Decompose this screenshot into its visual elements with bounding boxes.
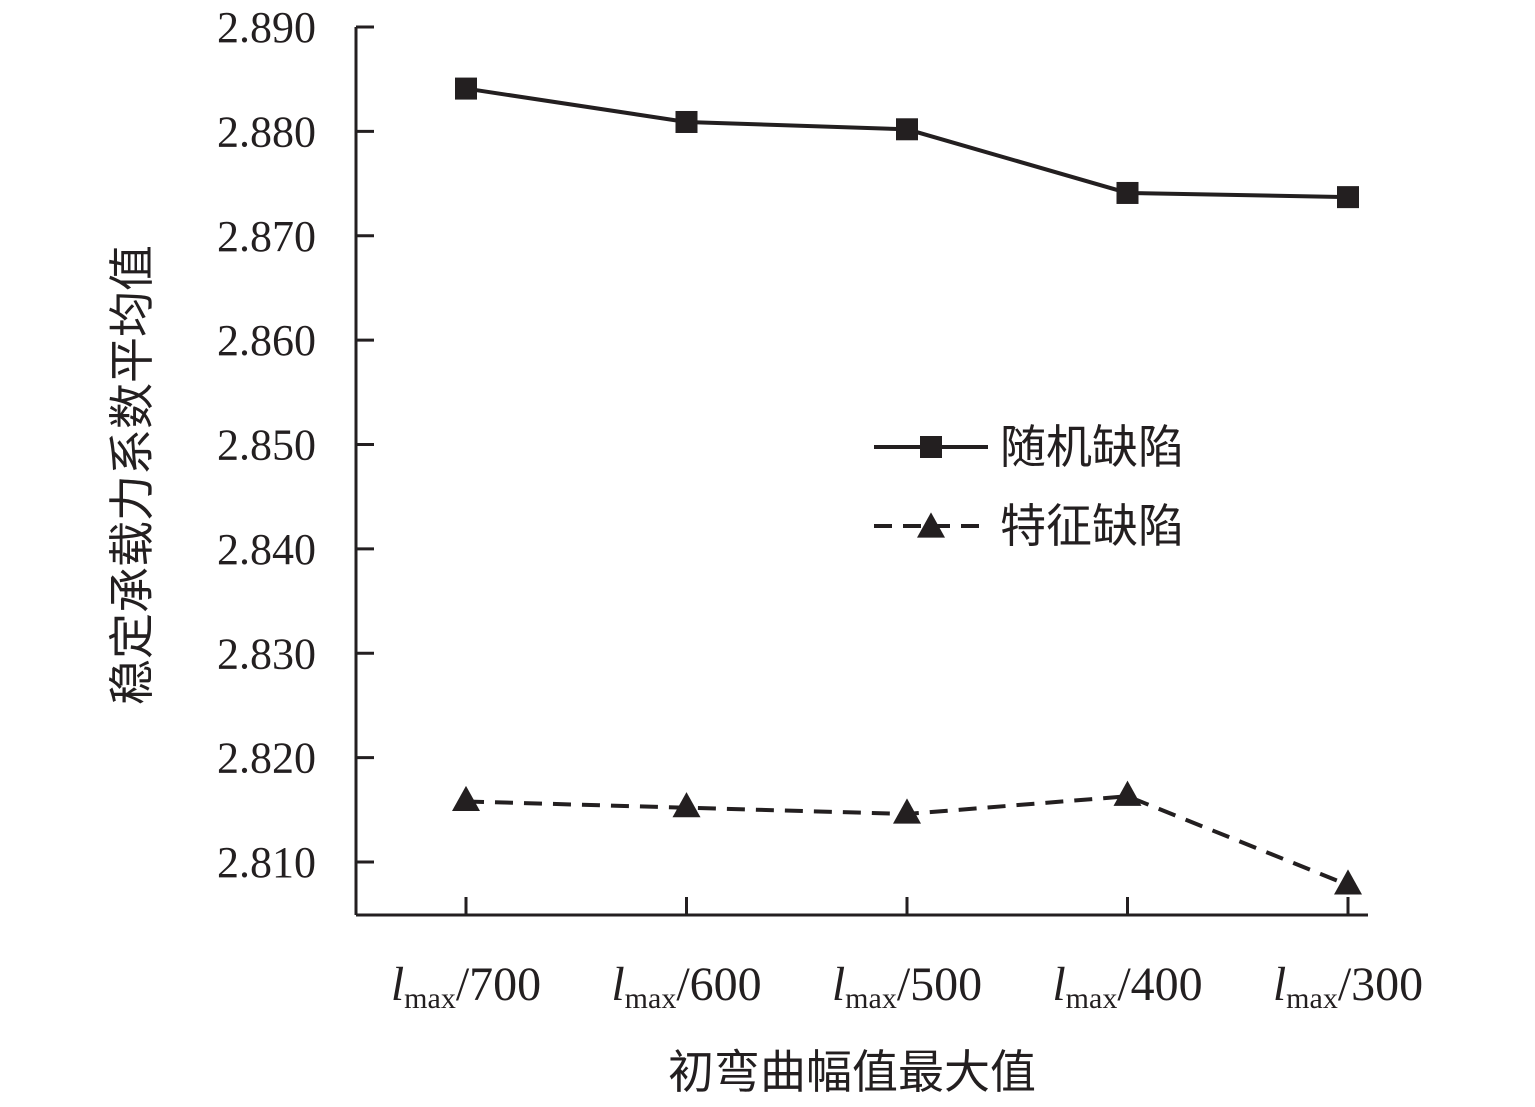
- x-tick-label-value: /500: [897, 958, 982, 1011]
- legend-item: 随机缺陷: [874, 422, 1184, 473]
- data-point-triangle: [452, 785, 480, 812]
- x-tick-label: lmax/300: [1273, 958, 1423, 1015]
- y-tick-label: 2.860: [217, 316, 316, 365]
- data-point-square: [1116, 181, 1139, 204]
- y-axis-title: 稳定承载力系数平均值: [107, 245, 158, 705]
- data-point-square: [896, 118, 918, 141]
- axes: 2.810 2.820 2.830 2.840 2.850 2.860 2.870 2.880…: [217, 3, 1423, 1015]
- x-tick-label-subscript: max: [845, 982, 897, 1015]
- x-tick-label-value: /400: [1117, 958, 1202, 1011]
- x-tick-label: lmax/700: [391, 958, 541, 1015]
- series-2: [452, 780, 1362, 895]
- data-point-square: [675, 110, 698, 133]
- x-tick-label-variable: l: [832, 958, 845, 1011]
- data-point-triangle: [1113, 780, 1142, 806]
- y-tick-label: 2.850: [217, 421, 316, 470]
- x-tick-label-subscript: max: [1286, 982, 1338, 1015]
- x-tick-label: lmax/500: [832, 958, 982, 1015]
- series-1: [455, 77, 1359, 209]
- data-point-triangle: [1334, 869, 1362, 895]
- series-layer: [452, 77, 1362, 895]
- legend-label: 随机缺陷: [1000, 422, 1184, 473]
- y-tick-label: 2.870: [217, 212, 316, 261]
- data-point-triangle: [672, 792, 701, 818]
- y-tick-label: 2.820: [217, 734, 316, 783]
- data-point-triangle: [893, 798, 921, 824]
- x-tick-label-subscript: max: [625, 982, 677, 1015]
- x-tick-label-value: /300: [1338, 958, 1423, 1011]
- legend-label: 特征缺陷: [1000, 501, 1184, 552]
- data-point-square: [1337, 186, 1359, 209]
- x-tick-label-variable: l: [1052, 958, 1065, 1011]
- y-tick-label: 2.840: [217, 525, 316, 574]
- y-tick-label: 2.880: [217, 107, 316, 156]
- y-tick-label: 2.810: [217, 838, 316, 887]
- x-tick-label-subscript: max: [404, 982, 456, 1015]
- y-tick-label: 2.890: [217, 3, 316, 52]
- legend-item: 特征缺陷: [874, 501, 1184, 552]
- x-tick-label: lmax/400: [1052, 958, 1202, 1015]
- x-axis-title: 初弯曲幅值最大值: [668, 1047, 1036, 1098]
- data-point-square: [455, 77, 477, 100]
- series-line: [465, 86, 1349, 200]
- x-tick-label-variable: l: [1273, 958, 1286, 1011]
- legend-square-marker: [920, 436, 942, 458]
- x-tick-label-value: /600: [676, 958, 761, 1011]
- x-tick-label-subscript: max: [1066, 982, 1118, 1015]
- x-tick-label-value: /700: [456, 958, 541, 1011]
- x-tick-label-variable: l: [391, 958, 404, 1011]
- legend-triangle-marker: [917, 512, 945, 538]
- y-tick-label: 2.830: [217, 629, 316, 678]
- x-tick-label: lmax/600: [611, 958, 761, 1015]
- x-tick-label-variable: l: [611, 958, 624, 1011]
